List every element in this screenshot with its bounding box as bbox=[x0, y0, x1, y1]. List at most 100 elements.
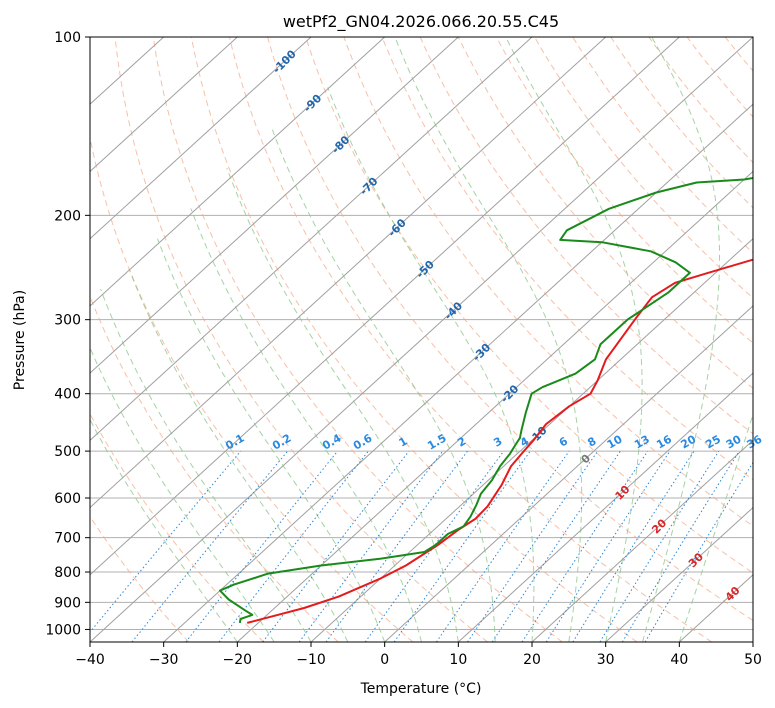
dry-adiabat-line bbox=[763, 37, 775, 642]
dewpoint-profile-line bbox=[219, 177, 753, 624]
x-tick-label: −40 bbox=[75, 652, 105, 668]
y-axis-label: Pressure (hPa) bbox=[12, 290, 28, 390]
mixing-ratio-label: 6 bbox=[557, 434, 570, 449]
dry-adiabat-line bbox=[90, 135, 414, 642]
dry-adiabat-line bbox=[572, 37, 753, 254]
y-axis: 100 200 300 400 500 600 700 800 900 1000 bbox=[45, 30, 90, 638]
isotherm-line bbox=[163, 103, 753, 642]
y-tick-label: 800 bbox=[54, 565, 81, 581]
y-tick-label: 100 bbox=[54, 30, 81, 46]
isotherm-line bbox=[236, 170, 753, 642]
moist-adiabat-line bbox=[394, 37, 583, 642]
dry-adiabat-line bbox=[90, 412, 264, 642]
dry-adiabat-line bbox=[419, 37, 753, 435]
mixing-ratio-label: 10 bbox=[605, 432, 625, 451]
isotherm-line bbox=[384, 305, 753, 642]
mixing-ratio-line bbox=[185, 450, 338, 642]
mixing-ratio-line bbox=[621, 450, 740, 642]
dry-adiabat-line bbox=[90, 295, 339, 642]
isotherm-line bbox=[531, 439, 753, 642]
mixing-ratio-line bbox=[325, 450, 468, 642]
dry-adiabat-line bbox=[686, 37, 753, 118]
y-tick-label: 400 bbox=[54, 387, 81, 403]
moist-adiabat-line bbox=[327, 87, 535, 642]
mixing-ratio-label: 1.5 bbox=[425, 432, 448, 453]
y-tick-label: 900 bbox=[54, 595, 81, 611]
mixing-ratio-line bbox=[435, 450, 570, 642]
moist-adiabat-line bbox=[190, 208, 422, 642]
mixing-ratio-line bbox=[393, 450, 531, 642]
background-lines bbox=[90, 37, 775, 642]
dry-adiabat-line bbox=[305, 37, 753, 574]
x-axis-label: Temperature (°C) bbox=[360, 681, 482, 697]
profile-lines bbox=[219, 177, 753, 624]
mixing-ratio-label: 3 bbox=[491, 435, 504, 450]
moist-adiabat-line bbox=[128, 268, 349, 642]
mixing-ratio-line bbox=[298, 450, 444, 642]
y-tick-label: 200 bbox=[54, 208, 81, 224]
moist-adiabat-line bbox=[90, 418, 238, 642]
x-tick-label: 20 bbox=[523, 652, 541, 668]
x-tick-label: −20 bbox=[223, 652, 253, 668]
isotherm-line bbox=[90, 37, 533, 442]
dry-adiabat-line bbox=[152, 37, 563, 642]
mixing-ratio-label: 16 bbox=[654, 432, 674, 451]
moist-adiabat-line bbox=[678, 412, 753, 642]
y-tick-label: 700 bbox=[54, 531, 81, 547]
isotherm-line bbox=[90, 37, 238, 173]
moist-adiabat-line bbox=[100, 288, 312, 642]
isotherm-line bbox=[310, 237, 753, 642]
temperature-profile-line bbox=[246, 258, 753, 624]
dry-adiabat-line bbox=[610, 37, 753, 209]
isotherm-line bbox=[457, 372, 753, 642]
mixing-ratio-labels: 0.1 0.2 0.4 0.6 1 1.5 2 3 4 6 8 10 13 16 20 25 30 36 bbox=[223, 431, 764, 452]
mixing-ratio-line bbox=[262, 450, 410, 642]
isotherm-line bbox=[752, 641, 753, 642]
x-tick-label: 10 bbox=[449, 652, 467, 668]
mixing-ratio-label: 25 bbox=[703, 433, 723, 452]
y-tick-label: 500 bbox=[54, 444, 81, 460]
moist-adiabat-line bbox=[157, 238, 386, 642]
mixing-ratio-label: 13 bbox=[632, 433, 652, 452]
dry-adiabat-line bbox=[267, 37, 753, 622]
moist-adiabat-line bbox=[90, 346, 275, 642]
isotherm-line bbox=[90, 37, 312, 240]
mixing-ratio-label: 36 bbox=[744, 432, 764, 451]
mixing-ratio-label: 8 bbox=[585, 435, 598, 450]
mixing-ratio-line bbox=[545, 450, 671, 642]
dry-adiabat-line bbox=[495, 37, 753, 344]
x-tick-label: 40 bbox=[670, 652, 688, 668]
dry-adiabat-line bbox=[114, 37, 488, 642]
moist-adiabat-line bbox=[642, 37, 720, 642]
x-tick-label: −30 bbox=[149, 652, 179, 668]
x-tick-label: 0 bbox=[380, 652, 389, 668]
isotherm-line bbox=[90, 37, 680, 576]
isotherm-line bbox=[90, 37, 386, 307]
isotherm-line bbox=[90, 37, 607, 509]
mixing-ratio-label: 0.4 bbox=[320, 431, 344, 452]
x-tick-label: −10 bbox=[296, 652, 326, 668]
moist-adiabat-line bbox=[271, 127, 496, 642]
dry-adiabat-line bbox=[343, 37, 753, 527]
x-tick-label: 50 bbox=[744, 652, 762, 668]
dry-adiabat-line bbox=[381, 37, 753, 481]
plot-frame bbox=[89, 36, 754, 643]
moist-adiabat-line bbox=[505, 37, 643, 642]
mixing-ratio-line bbox=[572, 450, 695, 642]
mixing-ratio-line bbox=[90, 450, 242, 633]
mixing-ratio-label: 30 bbox=[724, 432, 744, 451]
dry-adiabat-line bbox=[534, 37, 753, 299]
isotherm-line bbox=[90, 37, 459, 374]
isotherm-line bbox=[605, 506, 753, 642]
mixing-ratio-label: 0.6 bbox=[351, 431, 375, 452]
y-tick-label: 600 bbox=[54, 491, 81, 507]
x-tick-label: 30 bbox=[597, 652, 615, 668]
x-axis: −40 −30 −20 −10 0 10 20 30 40 50 bbox=[75, 642, 762, 668]
mixing-ratio-line bbox=[491, 450, 621, 642]
mixing-ratio-line bbox=[364, 450, 505, 642]
mixing-ratio-label: 0.2 bbox=[270, 432, 293, 453]
mixing-ratio-line bbox=[467, 450, 599, 642]
y-tick-label: 300 bbox=[54, 313, 81, 329]
